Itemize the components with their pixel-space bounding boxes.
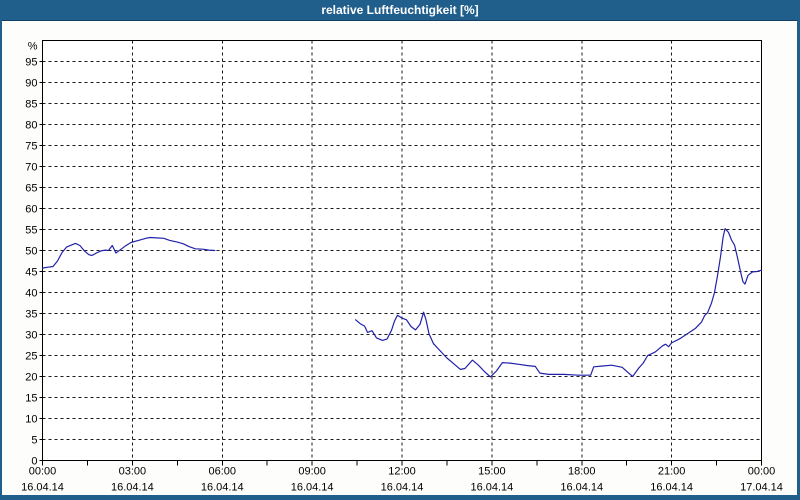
humidity-chart: 0 5 10 15 20 25 30 35 40 45 50 55 60 65 70 75 80 85 90 95% 0… bbox=[21, 40, 783, 494]
x-tick-date-label: 17.04.14 bbox=[740, 482, 783, 494]
x-tick-date-label: 16.04.14 bbox=[560, 482, 603, 494]
y-tick-label: 95 bbox=[25, 57, 37, 69]
x-tick-time-label: 00:00 bbox=[748, 466, 776, 478]
y-tick-label: 85 bbox=[25, 99, 37, 111]
x-tick-date-label: 16.04.14 bbox=[650, 482, 693, 494]
x-tick-date-label: 16.04.14 bbox=[21, 482, 64, 494]
y-tick-label: 65 bbox=[25, 183, 37, 195]
y-tick-label: 45 bbox=[25, 267, 37, 279]
y-tick-label: 35 bbox=[25, 309, 37, 321]
plot-border bbox=[42, 40, 762, 461]
x-tick-date-label: 16.04.14 bbox=[201, 482, 244, 494]
x-tick-time-label: 09:00 bbox=[298, 466, 326, 478]
y-tick-label: 60 bbox=[25, 204, 37, 216]
y-tick-label: 15 bbox=[25, 393, 37, 405]
humidity-line-segment bbox=[41, 236, 216, 269]
x-tick-date-label: 16.04.14 bbox=[381, 482, 424, 494]
x-tick-time-label: 03:00 bbox=[119, 466, 147, 478]
y-tick-label: 80 bbox=[25, 120, 37, 132]
x-tick-time-label: 18:00 bbox=[568, 466, 596, 478]
y-tick-label: 75 bbox=[25, 141, 37, 153]
x-tick-time-label: 21:00 bbox=[658, 466, 686, 478]
y-tick-label: 90 bbox=[25, 78, 37, 90]
x-tick-date-label: 16.04.14 bbox=[470, 482, 513, 494]
y-tick-label: 5 bbox=[31, 435, 37, 447]
y-tick-label: 40 bbox=[25, 288, 37, 300]
y-axis-unit-label: % bbox=[28, 41, 38, 53]
x-tick-time-label: 15:00 bbox=[478, 466, 506, 478]
y-tick-label: 50 bbox=[25, 246, 37, 258]
y-tick-label: 55 bbox=[25, 225, 37, 237]
y-tick-label: 30 bbox=[25, 330, 37, 342]
x-tick-date-label: 16.04.14 bbox=[111, 482, 154, 494]
x-tick-time-label: 00:00 bbox=[29, 466, 57, 478]
x-tick-time-label: 12:00 bbox=[388, 466, 416, 478]
y-tick-label: 10 bbox=[25, 414, 37, 426]
y-tick-label: 20 bbox=[25, 372, 37, 384]
chart-title-bar: relative Luftfeuchtigkeit [%] bbox=[0, 0, 800, 21]
x-tick-date-label: 16.04.14 bbox=[291, 482, 334, 494]
x-tick-time-label: 06:00 bbox=[208, 466, 236, 478]
y-tick-label: 70 bbox=[25, 162, 37, 174]
y-tick-label: 0 bbox=[31, 456, 37, 468]
chart-title: relative Luftfeuchtigkeit [%] bbox=[321, 3, 479, 17]
humidity-line-segment bbox=[355, 228, 763, 378]
y-tick-label: 25 bbox=[25, 351, 37, 363]
